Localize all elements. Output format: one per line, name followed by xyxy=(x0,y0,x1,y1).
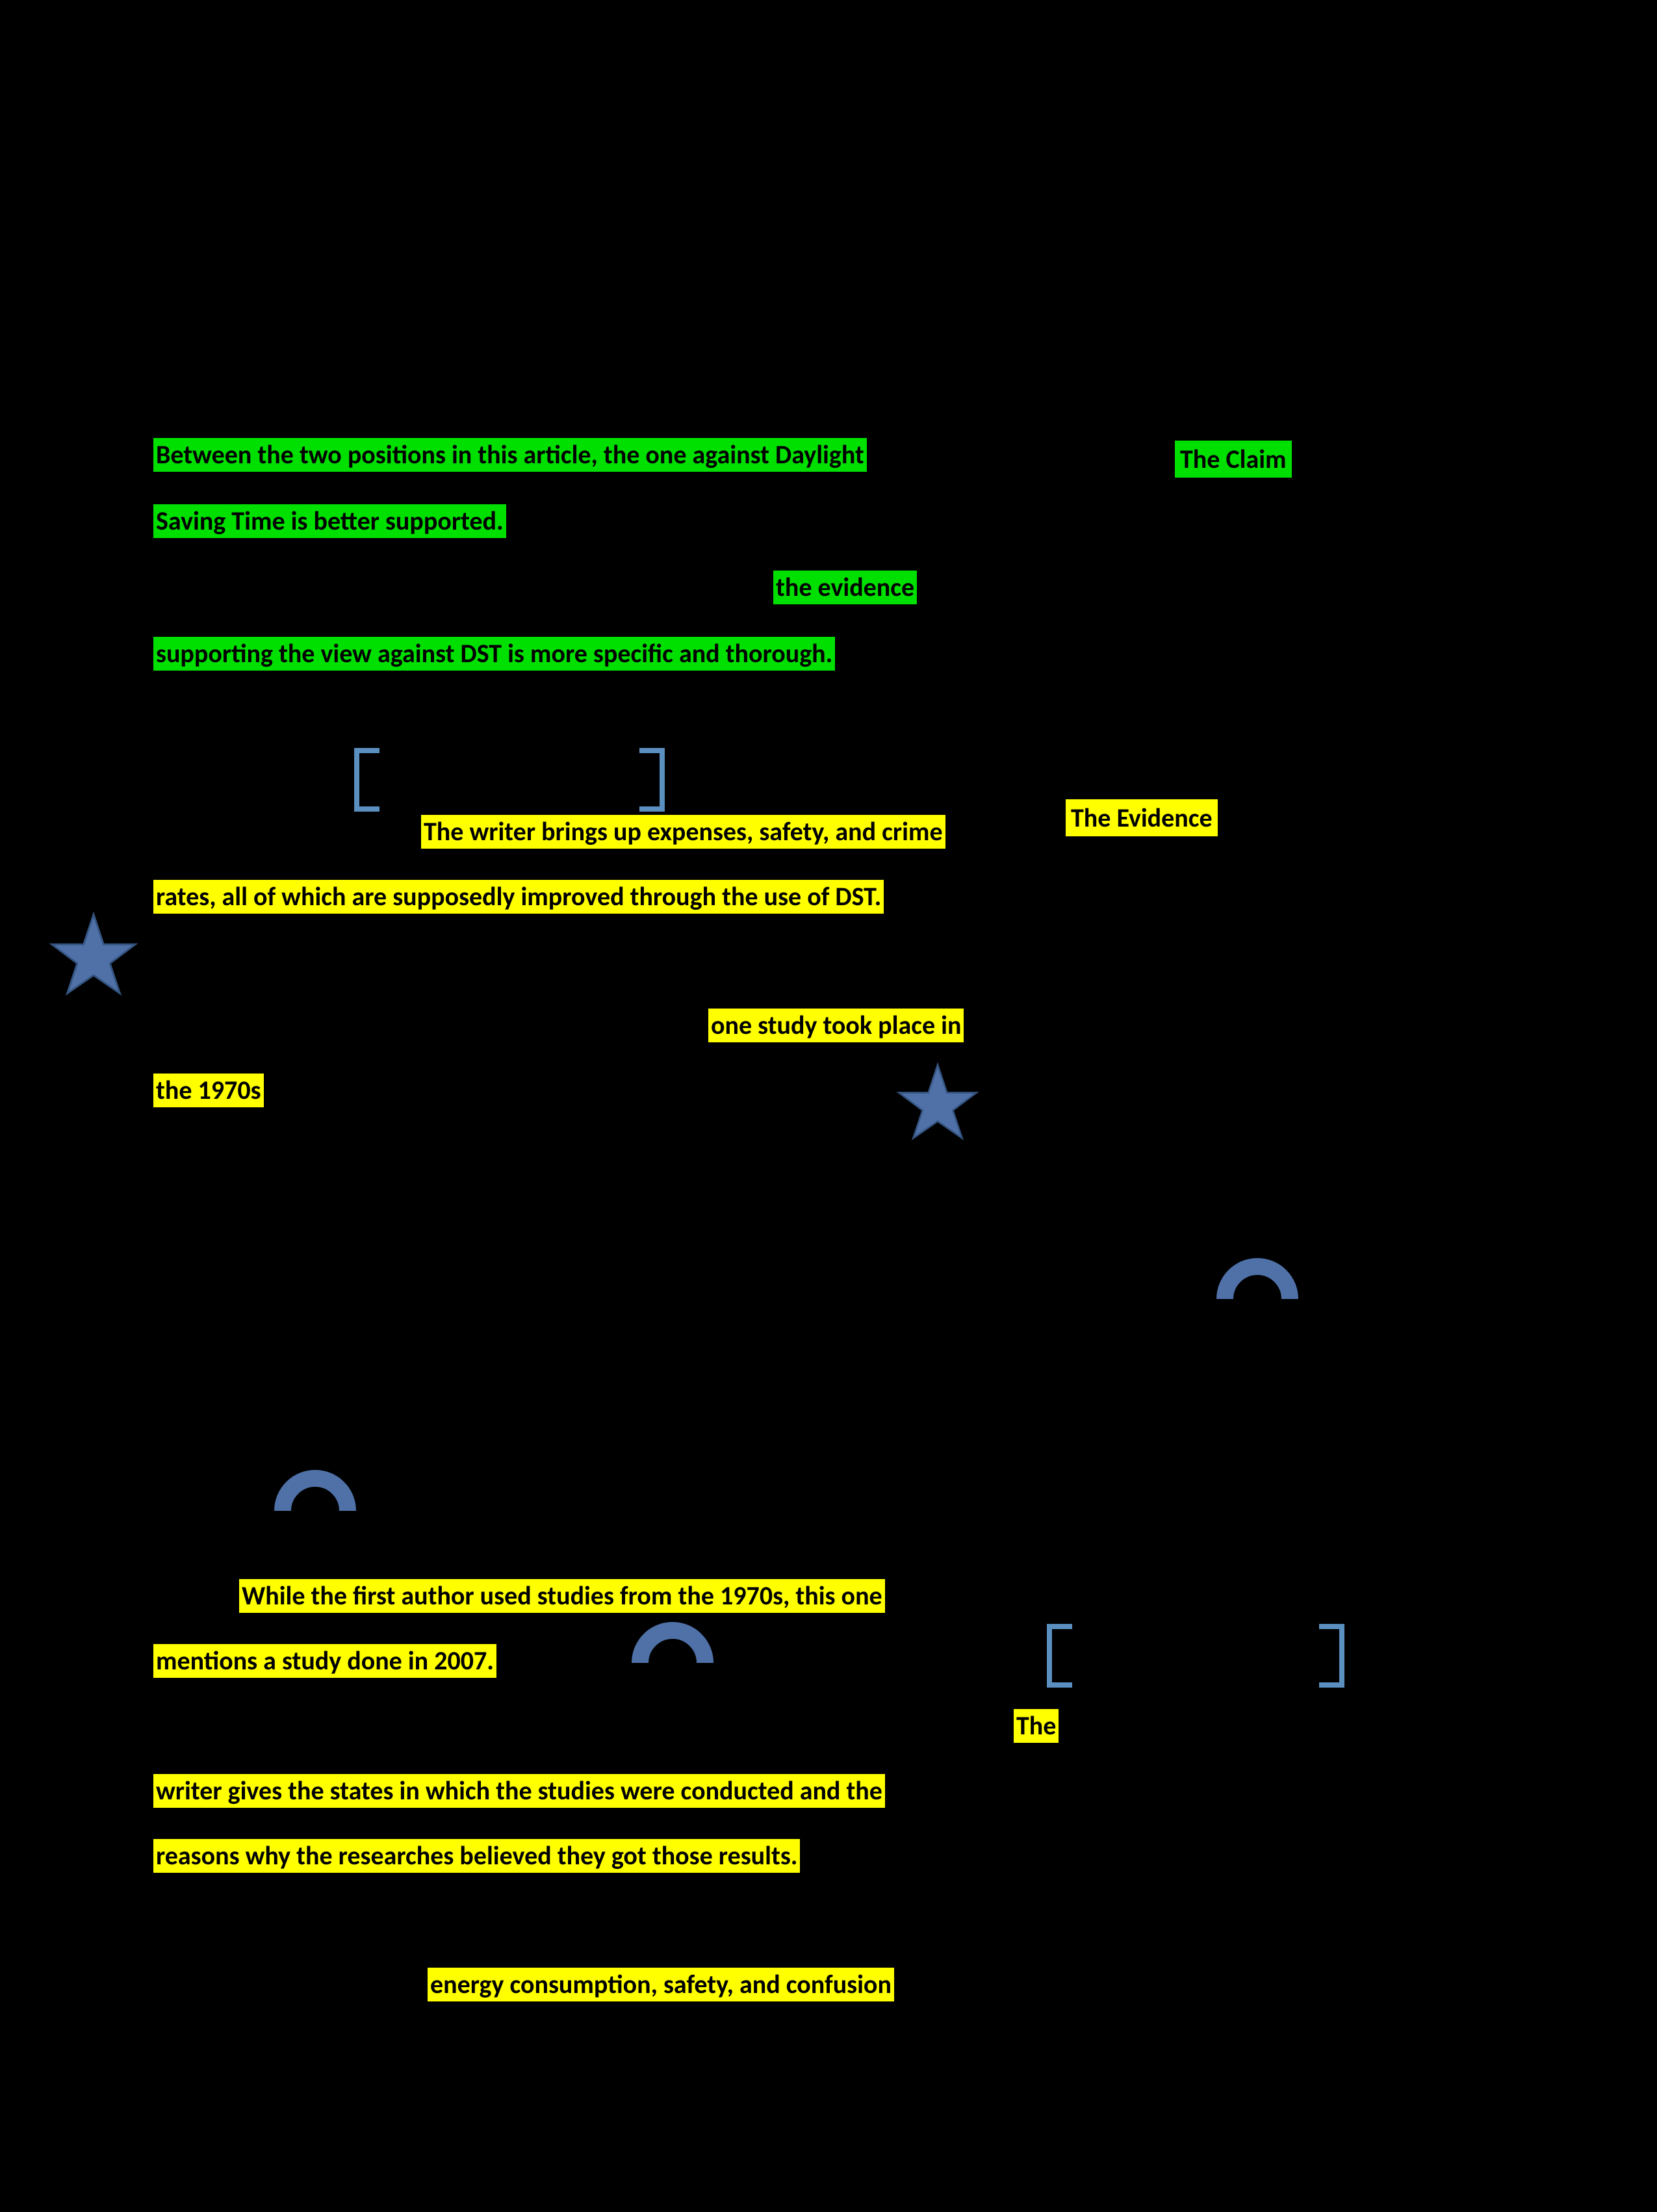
evidence-p2-l2: rates, all of which are supposedly impro… xyxy=(153,880,884,914)
claim-line-3: the evidence xyxy=(773,571,917,604)
evidence-p3-l1: one study took place in xyxy=(708,1009,964,1042)
arc-icon xyxy=(630,1614,715,1673)
label-the-claim: The Claim xyxy=(1175,441,1292,478)
evidence-p6-l1: energy consumption, safety, and confusio… xyxy=(428,1968,894,2001)
document-page: Between the two positions in this articl… xyxy=(0,0,1657,2212)
arc-icon xyxy=(1215,1250,1300,1309)
evidence-p5-l2: reasons why the researches believed they… xyxy=(153,1839,800,1873)
evidence-p3-l2: the 1970s xyxy=(153,1074,264,1107)
claim-line-2: Saving Time is better supported. xyxy=(153,504,506,538)
star-icon xyxy=(895,1061,980,1145)
evidence-p4-l1: While the first author used studies from… xyxy=(239,1579,885,1613)
evidence-p2-l1: The writer brings up expenses, safety, a… xyxy=(421,815,945,849)
evidence-p5-l0: The xyxy=(1014,1709,1059,1743)
evidence-p4-l2: mentions a study done in 2007. xyxy=(153,1644,496,1678)
star-icon xyxy=(48,910,139,1001)
claim-line-1: Between the two positions in this articl… xyxy=(153,438,867,472)
evidence-p5-l1: writer gives the states in which the stu… xyxy=(153,1774,885,1808)
bracket-upper xyxy=(353,747,665,819)
bracket-lower xyxy=(1046,1623,1345,1695)
arc-icon xyxy=(273,1462,357,1521)
label-the-evidence: The Evidence xyxy=(1066,799,1218,836)
claim-line-4: supporting the view against DST is more … xyxy=(153,637,835,671)
